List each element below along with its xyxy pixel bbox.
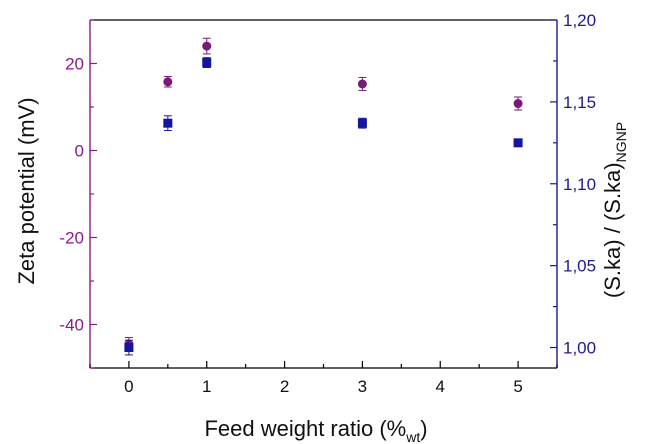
- data-point-circle: [357, 79, 367, 89]
- ratio-series: [124, 57, 523, 356]
- x-axis-title-end: ): [420, 416, 427, 441]
- data-point-square: [202, 58, 212, 68]
- right-axis-tick-label: 1,20: [563, 11, 596, 30]
- x-axis-tick-label: 3: [358, 377, 367, 396]
- x-axis: 0 1 2 3 4 5: [89, 361, 558, 396]
- x-axis-tick-label: 2: [280, 377, 289, 396]
- x-axis-title-subscript: wt: [405, 429, 420, 444]
- right-axis-tick-label: 1,10: [563, 175, 596, 194]
- right-axis-tick-label: 1,15: [563, 93, 596, 112]
- left-axis-tick-label: -40: [59, 316, 84, 335]
- right-y-axis-title: (S.ka) / (S.ka)NGNP: [600, 122, 629, 298]
- x-axis-tick-label: 4: [436, 377, 445, 396]
- data-point-square: [357, 118, 367, 128]
- left-axis-tick-label: 20: [65, 55, 84, 74]
- x-axis-tick-label: 1: [202, 377, 211, 396]
- left-y-axis: -40 -20 0 20: [59, 19, 97, 369]
- right-axis-tick-label: 1,05: [563, 257, 596, 276]
- data-point-square: [124, 343, 134, 353]
- plot-frame: [89, 19, 558, 369]
- left-y-axis-title: Zeta potential (mV): [14, 97, 39, 284]
- data-point-circle: [163, 77, 173, 87]
- right-y-axis: 1,00 1,05 1,10 1,15 1,20: [550, 11, 596, 358]
- left-axis-tick-label: -20: [59, 229, 84, 248]
- data-point-square: [513, 138, 523, 148]
- data-point-circle: [513, 99, 523, 109]
- x-axis-tick-label: 0: [124, 377, 133, 396]
- zeta-series: [124, 37, 523, 352]
- x-axis-tick-label: 5: [513, 377, 522, 396]
- left-axis-tick-label: 0: [75, 142, 84, 161]
- series-layer: [124, 37, 523, 356]
- right-y-axis-title-main: (S.ka) / (S.ka): [600, 162, 625, 298]
- data-point-square: [163, 118, 173, 128]
- data-point-circle: [202, 41, 212, 51]
- x-axis-title-main: Feed weight ratio (%: [204, 416, 406, 441]
- right-axis-tick-label: 1,00: [563, 339, 596, 358]
- right-y-axis-title-subscript: NGNP: [613, 122, 629, 162]
- x-axis-title: Feed weight ratio (%wt): [204, 416, 427, 444]
